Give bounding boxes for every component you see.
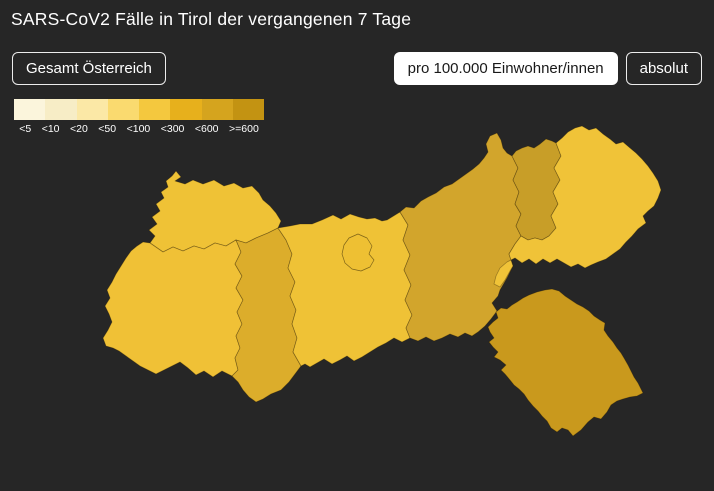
district-kufstein[interactable] — [511, 138, 562, 241]
district-innsbruck-land[interactable] — [277, 211, 413, 368]
gesamt-oesterreich-button[interactable]: Gesamt Österreich — [12, 52, 166, 85]
page-title: SARS-CoV2 Fälle in Tirol der vergangenen… — [11, 9, 412, 29]
legend-swatch — [201, 99, 233, 120]
legend-bin-label: >=600 — [229, 123, 259, 135]
district-landeck[interactable] — [102, 239, 244, 378]
legend-bin-label: <10 — [41, 123, 60, 135]
absolut-button[interactable]: absolut — [625, 52, 702, 85]
legend-bin-label: <5 — [19, 123, 32, 135]
legend-swatch — [14, 99, 46, 120]
district-kitzbuehel[interactable] — [493, 125, 662, 288]
district-innsbruck-stadt[interactable] — [341, 233, 375, 272]
legend-bin-label: <600 — [194, 123, 219, 135]
legend-label-row: <5 <10 <20 <50 <100 <300 <600 >=600 — [14, 123, 264, 135]
per-100k-button[interactable]: pro 100.000 Einwohner/innen — [393, 52, 618, 85]
legend-bin-label: <50 — [98, 123, 117, 135]
legend-swatch — [107, 99, 139, 120]
legend-bin-label: <100 — [126, 123, 151, 135]
legend-swatch — [45, 99, 77, 120]
legend-swatch — [170, 99, 202, 120]
legend-swatch-strip — [14, 99, 264, 120]
legend-bin-label: <20 — [70, 123, 88, 135]
unit-toggle: pro 100.000 Einwohner/innen absolut — [393, 52, 702, 85]
district-lienz[interactable] — [487, 288, 644, 437]
legend-swatch — [232, 99, 264, 120]
district-imst[interactable] — [231, 227, 302, 403]
color-legend: <5 <10 <20 <50 <100 <300 <600 >=600 — [14, 99, 264, 135]
legend-swatch — [76, 99, 108, 120]
legend-swatch — [139, 99, 171, 120]
legend-bin-label: <300 — [160, 123, 185, 135]
